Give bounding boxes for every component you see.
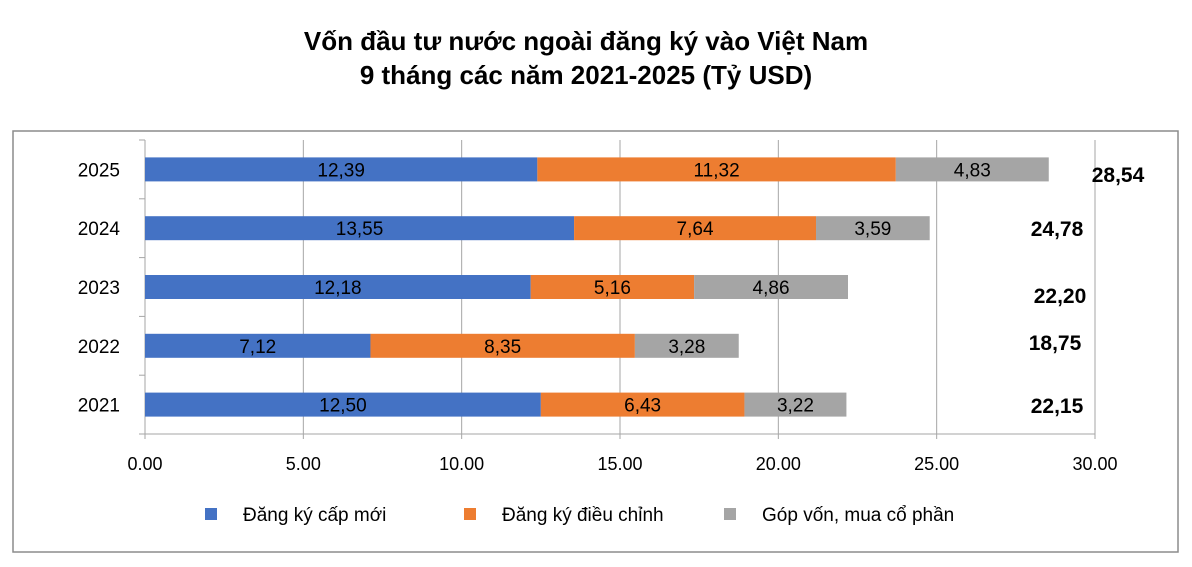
bar-segment bbox=[895, 157, 1049, 182]
bar-segment bbox=[634, 333, 739, 358]
legend-label: Đăng ký điều chỉnh bbox=[502, 505, 664, 526]
chart-frame bbox=[12, 130, 1179, 553]
bar-segment bbox=[145, 157, 538, 182]
bar-segment bbox=[145, 216, 575, 241]
data-label: 6,43 bbox=[624, 396, 661, 417]
legend-swatch bbox=[205, 508, 217, 520]
data-label: 3,28 bbox=[668, 337, 705, 358]
data-label: 4,83 bbox=[954, 160, 991, 181]
x-tick-label: 25.00 bbox=[914, 454, 959, 474]
category-label: 2021 bbox=[78, 396, 120, 417]
bar-segment bbox=[540, 392, 745, 417]
data-label: 12,39 bbox=[317, 160, 365, 181]
bar-segment bbox=[694, 275, 848, 299]
category-label: 2025 bbox=[78, 160, 120, 181]
bar-segment bbox=[530, 275, 695, 299]
data-label: 3,59 bbox=[854, 219, 891, 240]
legend-label: Góp vốn, mua cổ phần bbox=[762, 505, 954, 526]
x-tick-label: 30.00 bbox=[1072, 454, 1117, 474]
data-label: 7,12 bbox=[239, 337, 276, 358]
x-tick-label: 15.00 bbox=[597, 454, 642, 474]
bar-segment bbox=[145, 333, 371, 358]
legend-swatch bbox=[724, 508, 736, 520]
bar-segment bbox=[370, 333, 635, 358]
data-label: 4,86 bbox=[753, 278, 790, 299]
category-label: 2024 bbox=[78, 219, 121, 240]
data-label: 11,32 bbox=[694, 160, 740, 181]
data-label: 7,64 bbox=[677, 219, 714, 240]
category-label: 2023 bbox=[78, 278, 120, 299]
bar-segment bbox=[145, 392, 541, 417]
total-label: 22,15 bbox=[1031, 395, 1084, 418]
bar-segment bbox=[145, 275, 531, 299]
legend-label: Đăng ký cấp mới bbox=[243, 505, 386, 526]
chart-title: Vốn đầu tư nước ngoài đăng ký vào Việt N… bbox=[304, 26, 868, 56]
x-tick-label: 0.00 bbox=[127, 454, 162, 474]
total-label: 28,54 bbox=[1092, 164, 1145, 187]
chart-subtitle: 9 tháng các năm 2021-2025 (Tỷ USD) bbox=[360, 60, 812, 90]
data-label: 8,35 bbox=[484, 337, 521, 358]
data-label: 5,16 bbox=[594, 278, 631, 299]
total-label: 24,78 bbox=[1031, 218, 1084, 241]
data-label: 13,55 bbox=[336, 219, 384, 240]
x-tick-label: 20.00 bbox=[756, 454, 801, 474]
total-label: 22,20 bbox=[1034, 285, 1087, 308]
x-tick-label: 5.00 bbox=[286, 454, 321, 474]
bar-segment bbox=[537, 157, 896, 182]
bar-segment bbox=[744, 392, 847, 417]
bar-segment bbox=[574, 216, 817, 241]
total-label: 18,75 bbox=[1029, 332, 1082, 355]
x-tick-label: 10.00 bbox=[439, 454, 484, 474]
bar-segment bbox=[816, 216, 930, 241]
data-label: 12,18 bbox=[314, 278, 362, 299]
data-label: 3,22 bbox=[777, 396, 814, 417]
legend-swatch bbox=[464, 508, 476, 520]
data-label: 12,50 bbox=[319, 396, 367, 417]
category-label: 2022 bbox=[78, 337, 120, 358]
